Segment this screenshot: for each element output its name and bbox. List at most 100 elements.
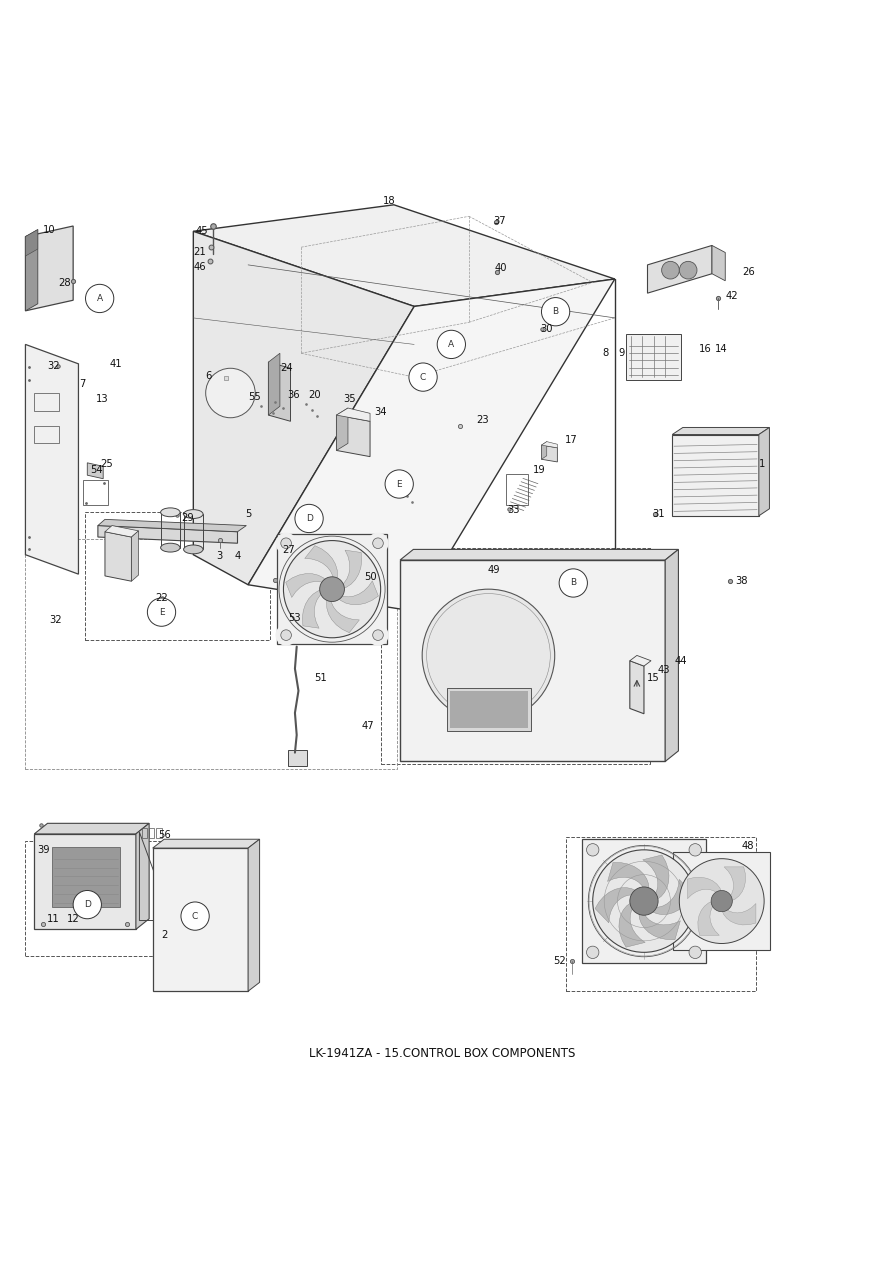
Polygon shape bbox=[26, 226, 73, 310]
Bar bbox=[142, 828, 148, 838]
Bar bbox=[150, 828, 155, 838]
Text: 32: 32 bbox=[50, 616, 62, 625]
Text: 20: 20 bbox=[308, 389, 320, 399]
Polygon shape bbox=[304, 546, 337, 581]
Text: B: B bbox=[570, 579, 576, 588]
Circle shape bbox=[319, 576, 344, 602]
Polygon shape bbox=[630, 660, 644, 714]
Text: 2: 2 bbox=[161, 930, 167, 940]
Polygon shape bbox=[712, 245, 725, 281]
Circle shape bbox=[181, 902, 209, 930]
Circle shape bbox=[367, 533, 389, 553]
Polygon shape bbox=[648, 245, 712, 293]
Ellipse shape bbox=[183, 510, 203, 519]
Text: E: E bbox=[396, 480, 402, 488]
Text: LK-1941ZA - 15.CONTROL BOX COMPONENTS: LK-1941ZA - 15.CONTROL BOX COMPONENTS bbox=[310, 1047, 575, 1060]
Text: 44: 44 bbox=[675, 656, 688, 665]
Polygon shape bbox=[303, 589, 324, 628]
Polygon shape bbox=[542, 441, 558, 448]
Polygon shape bbox=[649, 879, 693, 915]
Text: 30: 30 bbox=[541, 324, 553, 335]
Polygon shape bbox=[643, 855, 669, 901]
Text: 55: 55 bbox=[248, 393, 261, 402]
Text: 27: 27 bbox=[282, 546, 295, 556]
Polygon shape bbox=[608, 862, 649, 893]
Text: 11: 11 bbox=[47, 913, 60, 923]
Circle shape bbox=[205, 369, 255, 417]
Polygon shape bbox=[248, 840, 259, 991]
Circle shape bbox=[409, 363, 437, 392]
Circle shape bbox=[385, 469, 413, 499]
Polygon shape bbox=[666, 550, 679, 762]
Polygon shape bbox=[136, 823, 150, 930]
Bar bbox=[35, 426, 59, 444]
Text: 21: 21 bbox=[193, 247, 206, 257]
Text: 4: 4 bbox=[235, 552, 241, 561]
Polygon shape bbox=[688, 878, 722, 898]
Text: B: B bbox=[552, 308, 558, 317]
Circle shape bbox=[275, 625, 296, 646]
Bar bbox=[381, 548, 650, 764]
Circle shape bbox=[275, 533, 296, 553]
Text: 36: 36 bbox=[288, 389, 300, 399]
Polygon shape bbox=[639, 908, 681, 940]
Circle shape bbox=[73, 890, 102, 918]
Bar bbox=[566, 837, 756, 991]
Circle shape bbox=[367, 625, 389, 646]
Polygon shape bbox=[35, 834, 136, 930]
Text: 49: 49 bbox=[488, 565, 500, 575]
Ellipse shape bbox=[183, 544, 203, 553]
Text: 33: 33 bbox=[507, 505, 519, 515]
Polygon shape bbox=[153, 840, 259, 848]
Bar bbox=[450, 691, 528, 728]
Bar bbox=[447, 688, 531, 730]
Text: 19: 19 bbox=[534, 464, 546, 474]
Text: 38: 38 bbox=[735, 576, 748, 586]
Circle shape bbox=[542, 298, 570, 326]
Circle shape bbox=[662, 261, 680, 279]
Circle shape bbox=[680, 859, 764, 944]
Polygon shape bbox=[105, 532, 132, 581]
Polygon shape bbox=[400, 550, 679, 560]
Polygon shape bbox=[248, 279, 615, 612]
Polygon shape bbox=[98, 519, 246, 532]
Text: 53: 53 bbox=[288, 613, 300, 623]
Polygon shape bbox=[619, 901, 645, 948]
Circle shape bbox=[437, 331, 466, 359]
Bar bbox=[506, 474, 528, 505]
Text: 29: 29 bbox=[181, 514, 195, 524]
Circle shape bbox=[587, 843, 599, 856]
Circle shape bbox=[283, 541, 381, 637]
Text: 52: 52 bbox=[553, 957, 566, 967]
Text: 1: 1 bbox=[759, 459, 766, 468]
Text: 24: 24 bbox=[280, 364, 292, 373]
Polygon shape bbox=[193, 205, 615, 307]
Circle shape bbox=[680, 261, 697, 279]
Polygon shape bbox=[26, 229, 38, 256]
Text: 47: 47 bbox=[361, 721, 373, 731]
Polygon shape bbox=[673, 435, 758, 516]
Circle shape bbox=[281, 630, 291, 640]
Text: 31: 31 bbox=[652, 509, 666, 519]
Text: E: E bbox=[158, 608, 165, 617]
Polygon shape bbox=[336, 415, 370, 457]
Bar bbox=[26, 539, 396, 768]
Polygon shape bbox=[286, 574, 327, 598]
Circle shape bbox=[630, 887, 658, 916]
Text: 25: 25 bbox=[100, 459, 113, 468]
Text: 45: 45 bbox=[196, 226, 209, 237]
Text: C: C bbox=[420, 373, 427, 382]
Ellipse shape bbox=[161, 508, 180, 516]
Bar bbox=[582, 840, 706, 963]
Text: 9: 9 bbox=[619, 349, 625, 359]
Text: 39: 39 bbox=[37, 845, 50, 855]
Polygon shape bbox=[698, 901, 720, 935]
Polygon shape bbox=[26, 229, 38, 310]
Text: 3: 3 bbox=[217, 552, 223, 561]
Circle shape bbox=[281, 538, 291, 548]
Polygon shape bbox=[722, 903, 756, 925]
Bar bbox=[35, 393, 59, 411]
Polygon shape bbox=[724, 868, 745, 901]
Text: 7: 7 bbox=[79, 379, 85, 389]
Polygon shape bbox=[153, 848, 248, 991]
